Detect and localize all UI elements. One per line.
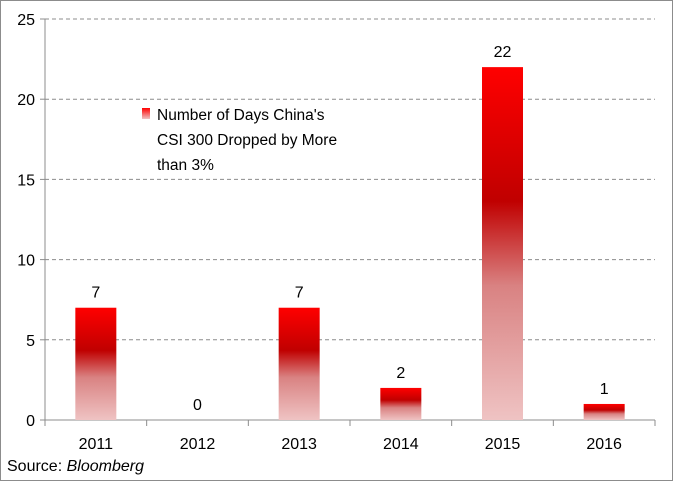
legend-line-1: Number of Days China's — [157, 107, 325, 124]
source-prefix: Source: — [7, 458, 67, 475]
data-label: 22 — [494, 44, 512, 61]
x-tick-label: 2015 — [485, 436, 521, 453]
x-tick-label: 2013 — [281, 436, 317, 453]
data-label: 2 — [396, 365, 405, 382]
legend-line-3: than 3% — [157, 157, 214, 174]
bar — [278, 307, 320, 420]
x-tick-label: 2011 — [79, 436, 114, 453]
gridlines — [45, 18, 655, 341]
source-note: Source: Bloomberg — [7, 458, 144, 476]
data-label: 7 — [295, 285, 304, 302]
bar — [75, 307, 117, 420]
legend-line-2: CSI 300 Dropped by More — [157, 132, 337, 149]
x-tick-label: 2012 — [180, 436, 216, 453]
legend-swatch — [142, 108, 150, 119]
legend: Number of Days China's CSI 300 Dropped b… — [142, 107, 341, 174]
bars — [75, 67, 625, 421]
data-label: 1 — [600, 381, 609, 398]
x-tick-label: 2014 — [383, 436, 419, 453]
y-tick-label: 15 — [17, 172, 35, 189]
y-tick-label: 0 — [26, 413, 35, 430]
y-tick-label: 10 — [17, 253, 35, 270]
bar — [583, 403, 625, 420]
y-tick-label: 20 — [17, 92, 35, 109]
bar — [380, 387, 422, 420]
bar — [482, 67, 523, 421]
source-name: Bloomberg — [66, 458, 144, 475]
data-label: 0 — [193, 397, 202, 414]
data-label: 7 — [91, 285, 100, 302]
y-tick-label: 5 — [26, 333, 35, 350]
y-tick-label: 25 — [17, 12, 35, 29]
x-tick-label: 2016 — [586, 436, 622, 453]
svg-text:Number of Days China's: Number of Days China's CSI 300 Dropped b… — [157, 107, 341, 174]
